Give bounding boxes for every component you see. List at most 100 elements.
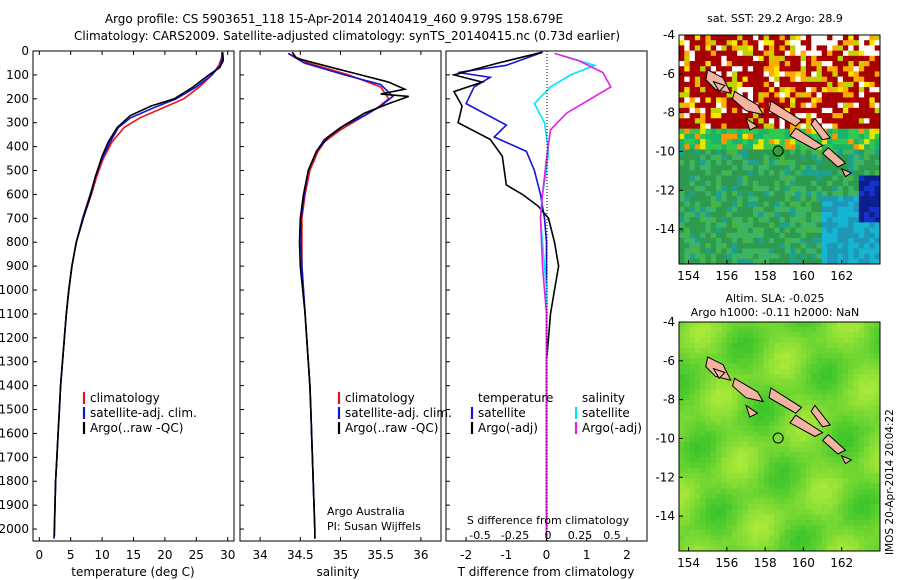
sla-map-cell [705, 405, 712, 411]
sst-map-cell [731, 217, 738, 223]
sla-map-cell [737, 322, 743, 328]
lon-tick-label: 160 [792, 269, 815, 283]
sla-map-cell [763, 483, 770, 489]
sst-map-cell [689, 35, 696, 41]
sst-map-cell [721, 243, 727, 249]
sst-map-cell [700, 248, 706, 254]
sla-map-cell [800, 452, 807, 458]
sst-map-cell [710, 128, 717, 135]
sla-map-cell [684, 509, 690, 515]
sla-map-cell [731, 389, 738, 396]
sla-map-cell [864, 358, 870, 364]
sla-map-cell [811, 436, 817, 442]
sla-map-cell [832, 426, 838, 432]
sst-map-cell [790, 180, 796, 187]
sst-map-cell [874, 253, 881, 260]
sst-map-cell [858, 159, 865, 166]
sla-map-cell [805, 363, 812, 370]
sst-map-cell [700, 165, 706, 171]
sst-map-cell [679, 128, 685, 135]
sla-map-cell [774, 514, 780, 521]
sla-map-cell [779, 332, 786, 338]
sst-map-cell [800, 170, 807, 176]
sla-map-cell [758, 504, 764, 510]
sst-map-cell [816, 113, 823, 119]
sst-map-cell [874, 191, 881, 197]
sla-map-cell [742, 426, 749, 432]
sst-map-cell [731, 76, 738, 83]
sla-map-cell [805, 342, 812, 349]
sla-map-cell [811, 363, 817, 370]
sla-map-cell [689, 493, 696, 500]
sla-map-cell [779, 519, 786, 526]
sla-map-cell [805, 431, 812, 437]
sla-map-cell [779, 478, 786, 484]
sla-map-cell [726, 410, 733, 416]
sla-map-cell [858, 353, 865, 359]
sla-map-cell [684, 535, 690, 541]
sla-map-cell [763, 327, 770, 333]
sla-map-cell [679, 540, 685, 547]
sla-map-cell [716, 472, 722, 479]
sst-map-cell [737, 113, 743, 119]
sla-map-cell [742, 467, 749, 474]
sst-map-cell [726, 133, 733, 140]
sst-map-cell [753, 170, 759, 176]
sla-map-cell [864, 524, 870, 531]
sst-map-cell [784, 55, 791, 62]
salinity-xtick-label: 34 [252, 548, 267, 562]
sst-map-cell [805, 191, 812, 197]
sla-map-cell [684, 405, 690, 411]
sst-map-cell [853, 123, 860, 129]
sla-map-cell [684, 504, 690, 510]
sst-map-cell [747, 55, 754, 62]
sst-map-cell [811, 180, 817, 187]
sla-map-cell [747, 540, 754, 547]
sla-map-cell [753, 332, 759, 338]
sst-map-cell [731, 139, 738, 145]
sla-map-cell [700, 509, 706, 515]
sst-map-cell [779, 87, 786, 93]
sla-map-cell [800, 337, 807, 344]
sla-map-cell [774, 431, 780, 437]
sla-map-cell [805, 493, 812, 500]
sst-map-cell [827, 102, 833, 109]
sst-map-cell [694, 253, 701, 260]
sst-map-cell [869, 81, 876, 88]
sla-map-cell [700, 379, 706, 385]
sla-map-cell [858, 488, 865, 495]
sst-map-cell [869, 248, 876, 254]
sst-map-cell [689, 175, 696, 182]
sst-map-cell [853, 107, 860, 114]
sst-map-cell [784, 191, 791, 197]
sst-map-cell [737, 211, 743, 218]
sla-map-cell [858, 472, 865, 479]
sst-map-cell [827, 113, 833, 119]
sla-map-cell [784, 337, 791, 344]
sst-map-cell [763, 258, 770, 265]
sla-map-cell [869, 374, 876, 380]
sla-map-cell [837, 472, 844, 479]
sla-map-cell [805, 322, 812, 328]
sst-map-cell [710, 191, 717, 197]
sla-map-cell [858, 509, 865, 515]
sst-map-cell [689, 222, 696, 228]
sla-map-cell [774, 488, 780, 495]
sst-map-cell [800, 206, 807, 213]
sst-map-cell [874, 232, 881, 239]
sla-map-cell [753, 493, 759, 500]
sst-map-cell [784, 71, 791, 77]
sst-map-cell [726, 118, 733, 124]
sla-map-cell [763, 379, 770, 385]
sst-map-cell [800, 107, 807, 114]
sla-map-cell [805, 389, 812, 396]
sla-map-cell [858, 348, 865, 354]
sla-map-cell [827, 405, 833, 411]
sst-map-cell [710, 253, 717, 260]
sst-map-cell [837, 97, 844, 103]
sla-map-cell [684, 446, 690, 453]
sla-map-cell [864, 540, 870, 547]
sla-map-cell [742, 353, 749, 359]
sst-map-cell [821, 71, 828, 77]
